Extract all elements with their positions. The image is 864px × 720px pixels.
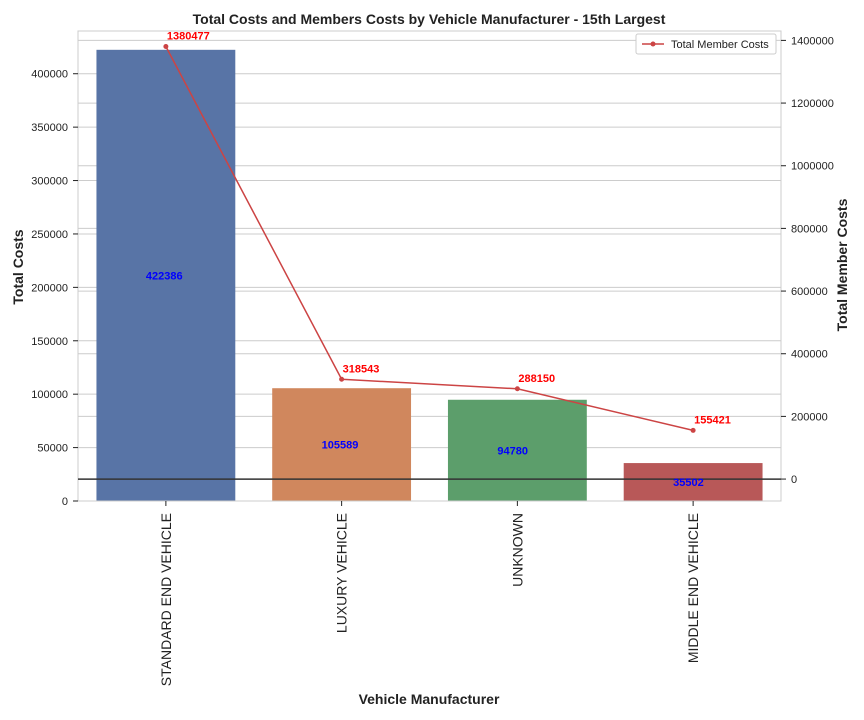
member-costs-point — [690, 427, 696, 433]
bar-value-label: 35502 — [673, 477, 704, 489]
member-cost-value-label: 155421 — [694, 414, 731, 426]
y2-tick-label: 1200000 — [791, 98, 834, 110]
x-axis-title: Vehicle Manufacturer — [359, 691, 500, 707]
bar — [272, 388, 412, 501]
y-tick-label: 250000 — [31, 229, 68, 241]
legend-marker — [650, 41, 656, 47]
y2-tick-label: 400000 — [791, 349, 828, 361]
y-tick-label: 50000 — [37, 443, 68, 455]
member-cost-value-label: 1380477 — [167, 31, 210, 43]
chart-title: Total Costs and Members Costs by Vehicle… — [193, 11, 666, 27]
legend-box — [635, 33, 777, 55]
y2-tick-label: 1400000 — [791, 35, 834, 47]
member-costs-point — [339, 376, 345, 382]
bar — [623, 463, 763, 501]
bar — [447, 399, 587, 501]
x-tick-label: LUXURY VEHICLE — [334, 513, 350, 633]
y2-tick-label: 800000 — [791, 223, 828, 235]
y-tick-label: 150000 — [31, 336, 68, 348]
x-tick-label: MIDDLE END VEHICLE — [685, 513, 701, 663]
member-cost-value-label: 318543 — [343, 363, 380, 375]
y-tick-label: 200000 — [31, 282, 68, 294]
plot-frame — [77, 30, 782, 502]
member-cost-value-label: 288150 — [518, 373, 555, 385]
legend-entry-total-member-costs: Total Member Costs — [671, 39, 769, 51]
member-costs-point — [514, 386, 520, 392]
member-costs-line — [163, 44, 696, 433]
y2-tick-label: 600000 — [791, 286, 828, 298]
bars — [96, 49, 763, 502]
member-costs-polyline — [165, 46, 694, 432]
y-tick-label: 0 — [62, 496, 68, 508]
x-tick-label: STANDARD END VEHICLE — [158, 513, 174, 686]
legend: Total Member Costs — [635, 33, 777, 55]
y-tick-label: 400000 — [31, 69, 68, 81]
y-axis-title: Total Costs — [10, 229, 26, 304]
bar-value-label: 105589 — [322, 440, 359, 452]
bar-value-label: 94780 — [497, 445, 528, 457]
y-tick-label: 300000 — [31, 176, 68, 188]
member-costs-point — [163, 44, 169, 50]
x-tick-label: UNKNOWN — [509, 513, 525, 587]
y2-tick-label: 0 — [791, 474, 797, 486]
data-labels: 422386 105589 94780 35502 1380477 318543 28815… — [146, 31, 731, 490]
y2-tick-label: 200000 — [791, 411, 828, 423]
y2-tick-label: 1000000 — [791, 161, 834, 173]
y-tick-label: 100000 — [31, 389, 68, 401]
axes: 0 50000 100000 150000 200000 250000 300000 3500… — [31, 30, 834, 686]
y-tick-label: 350000 — [31, 122, 68, 134]
bar-value-label: 422386 — [146, 270, 183, 282]
y2-axis-title: Total Member Costs — [834, 198, 850, 331]
bar — [96, 49, 236, 502]
